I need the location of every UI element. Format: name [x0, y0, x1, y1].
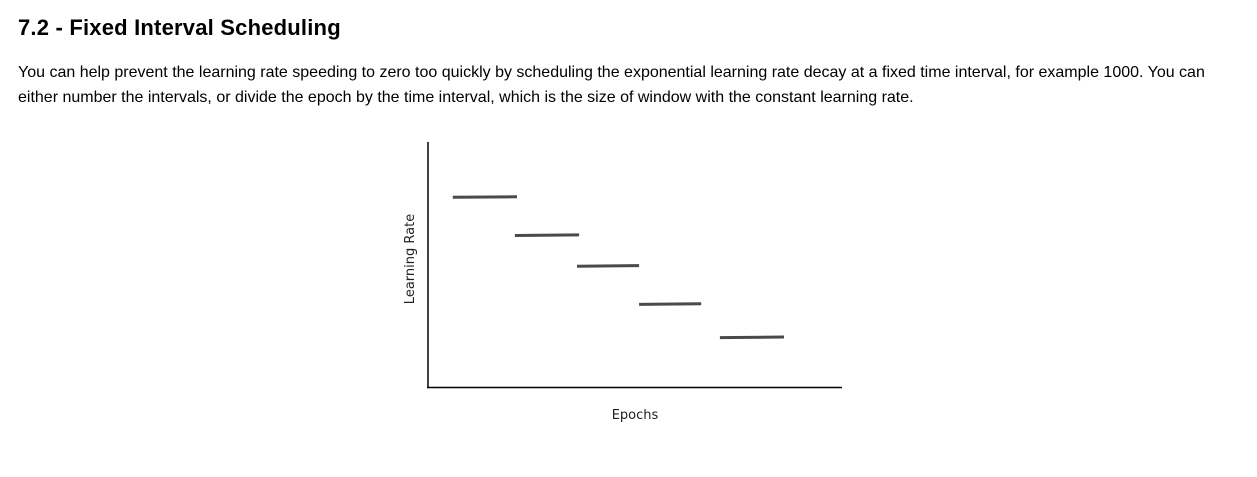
step-segment-5: [719, 335, 785, 340]
x-axis-label: Epochs: [612, 408, 659, 423]
y-axis-label: Learning Rate: [403, 214, 418, 304]
step-segment-4: [639, 302, 702, 306]
step-segment-3: [576, 264, 640, 268]
step-segment-1: [452, 195, 518, 199]
section-title: 7.2 - Fixed Interval Scheduling: [18, 15, 341, 40]
step-segment-2: [514, 233, 580, 237]
step-segments: [452, 195, 785, 340]
section-body: You can help prevent the learning rate s…: [18, 64, 1205, 106]
